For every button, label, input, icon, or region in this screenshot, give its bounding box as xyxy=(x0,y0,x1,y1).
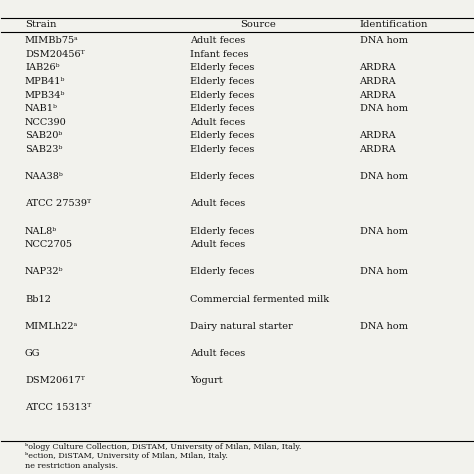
Text: IAB26ᵇ: IAB26ᵇ xyxy=(25,64,59,73)
Text: GG: GG xyxy=(25,349,40,358)
Text: DSM20456ᵀ: DSM20456ᵀ xyxy=(25,50,85,59)
Text: NAL8ᵇ: NAL8ᵇ xyxy=(25,227,57,236)
Text: Dairy natural starter: Dairy natural starter xyxy=(190,322,292,331)
Text: Elderly feces: Elderly feces xyxy=(190,267,254,276)
Text: MPB41ᵇ: MPB41ᵇ xyxy=(25,77,65,86)
Text: Elderly feces: Elderly feces xyxy=(190,131,254,140)
Text: ᵇology Culture Collection, DiSTAM, University of Milan, Milan, Italy.: ᵇology Culture Collection, DiSTAM, Unive… xyxy=(25,443,301,451)
Text: NCC390: NCC390 xyxy=(25,118,67,127)
Text: Adult feces: Adult feces xyxy=(190,240,245,249)
Text: Adult feces: Adult feces xyxy=(190,118,245,127)
Text: DNA hom: DNA hom xyxy=(359,172,408,181)
Text: MPB34ᵇ: MPB34ᵇ xyxy=(25,91,65,100)
Text: SAB23ᵇ: SAB23ᵇ xyxy=(25,145,62,154)
Text: Identification: Identification xyxy=(359,20,428,29)
Text: Elderly feces: Elderly feces xyxy=(190,145,254,154)
Text: DNA hom: DNA hom xyxy=(359,322,408,331)
Text: DNA hom: DNA hom xyxy=(359,227,408,236)
Text: ᵇection, DiSTAM, University of Milan, Milan, Italy.: ᵇection, DiSTAM, University of Milan, Mi… xyxy=(25,452,228,460)
Text: Commercial fermented milk: Commercial fermented milk xyxy=(190,294,329,303)
Text: NAA38ᵇ: NAA38ᵇ xyxy=(25,172,64,181)
Text: MIMLh22ᵃ: MIMLh22ᵃ xyxy=(25,322,78,331)
Text: ATCC 15313ᵀ: ATCC 15313ᵀ xyxy=(25,403,91,412)
Text: NAB1ᵇ: NAB1ᵇ xyxy=(25,104,58,113)
Text: DNA hom: DNA hom xyxy=(359,267,408,276)
Text: Elderly feces: Elderly feces xyxy=(190,64,254,73)
Text: Elderly feces: Elderly feces xyxy=(190,227,254,236)
Text: MIMBb75ᵃ: MIMBb75ᵃ xyxy=(25,36,79,45)
Text: DSM20617ᵀ: DSM20617ᵀ xyxy=(25,376,85,385)
Text: SAB20ᵇ: SAB20ᵇ xyxy=(25,131,62,140)
Text: Elderly feces: Elderly feces xyxy=(190,77,254,86)
Text: Yogurt: Yogurt xyxy=(190,376,222,385)
Text: ARDRA: ARDRA xyxy=(359,77,396,86)
Text: ARDRA: ARDRA xyxy=(359,131,396,140)
Text: NAP32ᵇ: NAP32ᵇ xyxy=(25,267,64,276)
Text: Elderly feces: Elderly feces xyxy=(190,172,254,181)
Text: DNA hom: DNA hom xyxy=(359,36,408,45)
Text: Adult feces: Adult feces xyxy=(190,36,245,45)
Text: ne restriction analysis.: ne restriction analysis. xyxy=(25,462,118,470)
Text: ARDRA: ARDRA xyxy=(359,91,396,100)
Text: ATCC 27539ᵀ: ATCC 27539ᵀ xyxy=(25,200,91,209)
Text: ARDRA: ARDRA xyxy=(359,64,396,73)
Text: Adult feces: Adult feces xyxy=(190,200,245,209)
Text: Strain: Strain xyxy=(25,20,56,29)
Text: Source: Source xyxy=(240,20,276,29)
Text: ARDRA: ARDRA xyxy=(359,145,396,154)
Text: DNA hom: DNA hom xyxy=(359,104,408,113)
Text: Bb12: Bb12 xyxy=(25,294,51,303)
Text: Elderly feces: Elderly feces xyxy=(190,104,254,113)
Text: Infant feces: Infant feces xyxy=(190,50,248,59)
Text: Elderly feces: Elderly feces xyxy=(190,91,254,100)
Text: NCC2705: NCC2705 xyxy=(25,240,73,249)
Text: Adult feces: Adult feces xyxy=(190,349,245,358)
